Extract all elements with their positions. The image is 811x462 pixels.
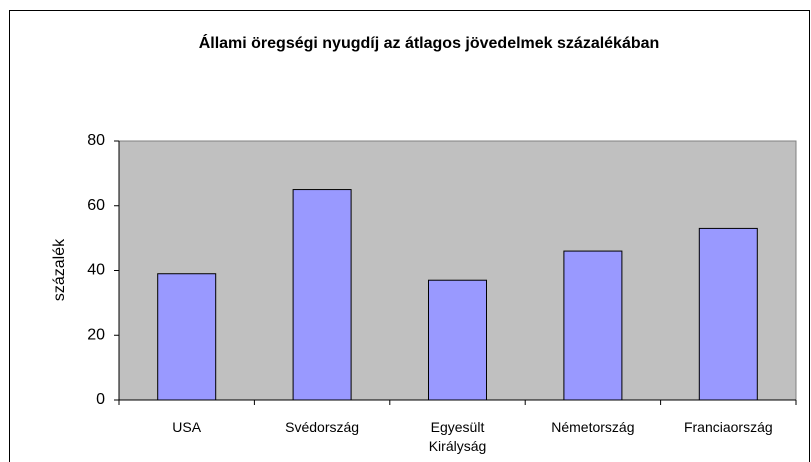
y-tick-label: 60 xyxy=(87,197,105,214)
y-tick-label: 80 xyxy=(87,132,105,149)
y-tick-label: 0 xyxy=(96,391,105,408)
x-tick-label: Németország xyxy=(551,419,635,435)
bar xyxy=(157,273,217,401)
y-tick-label: 40 xyxy=(87,262,105,279)
x-tick-label: Franciaország xyxy=(683,419,773,435)
x-tick-label: Egyesült Királyság xyxy=(428,419,487,454)
bar xyxy=(698,227,758,401)
bar xyxy=(563,250,623,401)
bar xyxy=(292,189,352,401)
bar xyxy=(428,279,487,401)
chart-title: Állami öregségi nyugdíj az átlagos jöved… xyxy=(199,33,660,52)
x-tick-label: Svédország xyxy=(285,419,360,435)
x-tick-label: USA xyxy=(172,419,202,435)
y-axis-title: százalék xyxy=(51,238,68,301)
y-tick-label: 20 xyxy=(87,326,105,343)
